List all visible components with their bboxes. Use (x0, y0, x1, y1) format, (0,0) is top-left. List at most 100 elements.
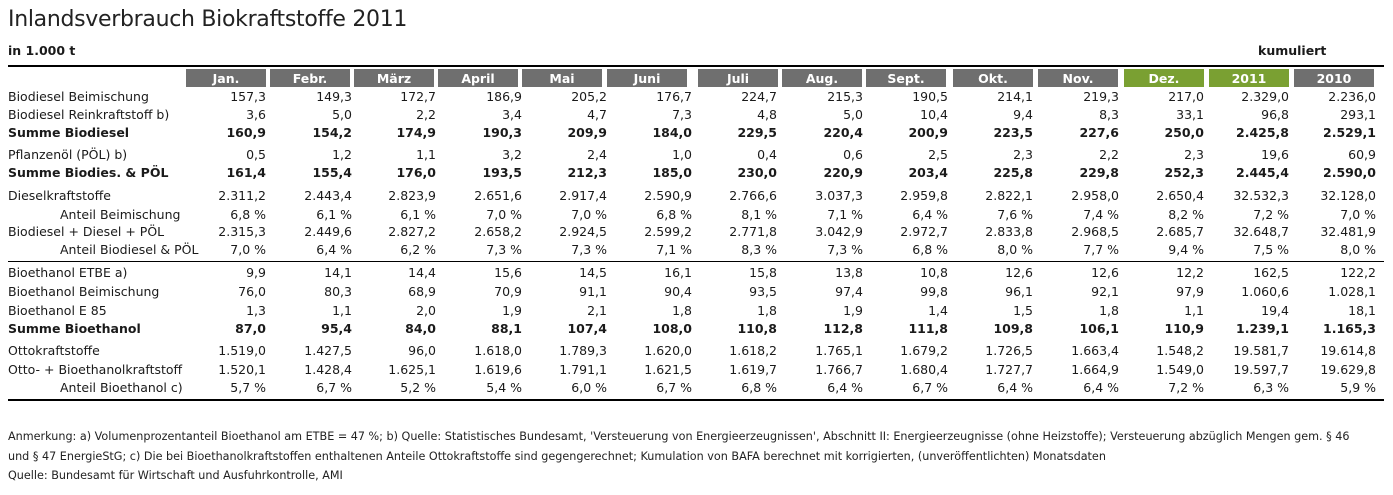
table-cell: 2.766,6 (729, 188, 777, 203)
table-cell: 149,3 (316, 89, 352, 104)
table-cell: 2.959,8 (900, 188, 948, 203)
table-cell: 3,2 (502, 147, 522, 162)
column-header: Mai (522, 69, 602, 87)
table-cell: 209,9 (567, 125, 607, 140)
row-label: Summe Bioethanol (8, 321, 141, 336)
table-cell: 110,9 (1164, 321, 1204, 336)
table-cell: 122,2 (1340, 265, 1376, 280)
table-cell: 68,9 (408, 284, 436, 299)
table-cell: 32.532,3 (1233, 188, 1289, 203)
table-cell: 92,1 (1091, 284, 1119, 299)
row-label: Summe Biodies. & PÖL (8, 165, 169, 180)
table-cell: 6,7 % (316, 380, 352, 395)
table-cell: 6,8 % (656, 207, 692, 222)
row-label: Bioethanol ETBE a) (8, 265, 128, 280)
table-cell: 5,7 % (230, 380, 266, 395)
table-cell: 7,5 % (1253, 242, 1289, 257)
table-cell: 14,1 (324, 265, 352, 280)
table-cell: 1.621,5 (644, 362, 692, 377)
table-cell: 1.726,5 (985, 343, 1033, 358)
table-cell: 2.529,1 (1323, 125, 1376, 140)
top-rule (8, 65, 1384, 67)
row-label: Anteil Bioethanol c) (60, 380, 183, 395)
table-cell: 6,4 % (997, 380, 1033, 395)
table-cell: 2,1 (587, 303, 607, 318)
table-cell: 6,3 % (1253, 380, 1289, 395)
table-cell: 5,4 % (486, 380, 522, 395)
table-cell: 205,2 (571, 89, 607, 104)
table-cell: 1,4 (928, 303, 948, 318)
table-cell: 6,0 % (571, 380, 607, 395)
table-cell: 229,8 (1079, 165, 1119, 180)
table-cell: 1.663,4 (1071, 343, 1119, 358)
table-cell: 19,4 (1261, 303, 1289, 318)
table-cell: 176,7 (656, 89, 692, 104)
table-cell: 161,4 (226, 165, 266, 180)
table-cell: 112,8 (823, 321, 863, 336)
table-row: Biodiesel Reinkraftstoff b) 3,6 5,0 2,2 3,4 4… (0, 106, 1393, 124)
column-header: Sept. (866, 69, 946, 87)
table-cell: 7,0 % (230, 242, 266, 257)
table-cell: 32.128,0 (1320, 188, 1376, 203)
table-cell: 8,0 % (997, 242, 1033, 257)
table-cell: 186,9 (486, 89, 522, 104)
table-cell: 4,7 (587, 107, 607, 122)
table-cell: 200,9 (908, 125, 948, 140)
table-cell: 2.329,0 (1241, 89, 1289, 104)
table-cell: 2,3 (1184, 147, 1204, 162)
table-cell: 252,3 (1164, 165, 1204, 180)
table-cell: 2.658,2 (474, 224, 522, 239)
table-cell: 2.311,2 (218, 188, 266, 203)
table-row-total: Summe Biodies. & PÖL 161,4 155,4 176,0 193,5… (0, 164, 1393, 182)
column-header: April (438, 69, 518, 87)
table-cell: 2,2 (416, 107, 436, 122)
table-cell: 1.619,7 (729, 362, 777, 377)
table-cell: 2,2 (1099, 147, 1119, 162)
kumuliert-label: kumuliert (1258, 43, 1327, 58)
table-cell: 172,7 (400, 89, 436, 104)
table-cell: 1.765,1 (815, 343, 863, 358)
table-cell: 184,0 (652, 125, 692, 140)
unit-label: in 1.000 t (8, 43, 76, 58)
table-cell: 15,6 (494, 265, 522, 280)
table-cell: 6,8 % (912, 242, 948, 257)
table-cell: 212,3 (567, 165, 607, 180)
table-row: Dieselkraftstoffe 2.311,2 2.443,4 2.823,9 2.… (0, 187, 1393, 205)
table-cell: 6,1 % (400, 207, 436, 222)
column-header: 2011 (1209, 69, 1289, 87)
table-cell: 97,4 (835, 284, 863, 299)
table-cell: 220,4 (823, 125, 863, 140)
footnote-line: Anmerkung: a) Volumenprozentanteil Bioet… (8, 430, 1350, 443)
table-cell: 185,0 (652, 165, 692, 180)
table-cell: 6,7 % (656, 380, 692, 395)
table-cell: 1.618,2 (729, 343, 777, 358)
table-cell: 1.239,1 (1236, 321, 1289, 336)
table-cell: 32.481,9 (1320, 224, 1376, 239)
column-header: Juli (698, 69, 778, 87)
table-cell: 3.037,3 (815, 188, 863, 203)
table-cell: 6,4 % (1083, 380, 1119, 395)
table-cell: 16,1 (664, 265, 692, 280)
table-cell: 1.520,1 (218, 362, 266, 377)
table-cell: 1,1 (332, 303, 352, 318)
table-cell: 60,9 (1348, 147, 1376, 162)
table-cell: 1,8 (672, 303, 692, 318)
table-cell: 111,8 (908, 321, 948, 336)
table-cell: 2.924,5 (559, 224, 607, 239)
table-cell: 157,3 (230, 89, 266, 104)
table-cell: 1.549,0 (1156, 362, 1204, 377)
table-cell: 2.823,9 (388, 188, 436, 203)
table-cell: 155,4 (312, 165, 352, 180)
table-cell: 1,8 (757, 303, 777, 318)
table-cell: 2.968,5 (1071, 224, 1119, 239)
row-label: Summe Biodiesel (8, 125, 130, 140)
table-cell: 2.590,9 (644, 188, 692, 203)
table-cell: 12,6 (1091, 265, 1119, 280)
table-cell: 154,2 (312, 125, 352, 140)
table-cell: 6,1 % (316, 207, 352, 222)
table-cell: 7,7 % (1083, 242, 1119, 257)
row-label: Ottokraftstoffe (8, 343, 100, 358)
table-cell: 2.917,4 (559, 188, 607, 203)
column-header: Jan. (186, 69, 266, 87)
table-cell: 7,6 % (997, 207, 1033, 222)
